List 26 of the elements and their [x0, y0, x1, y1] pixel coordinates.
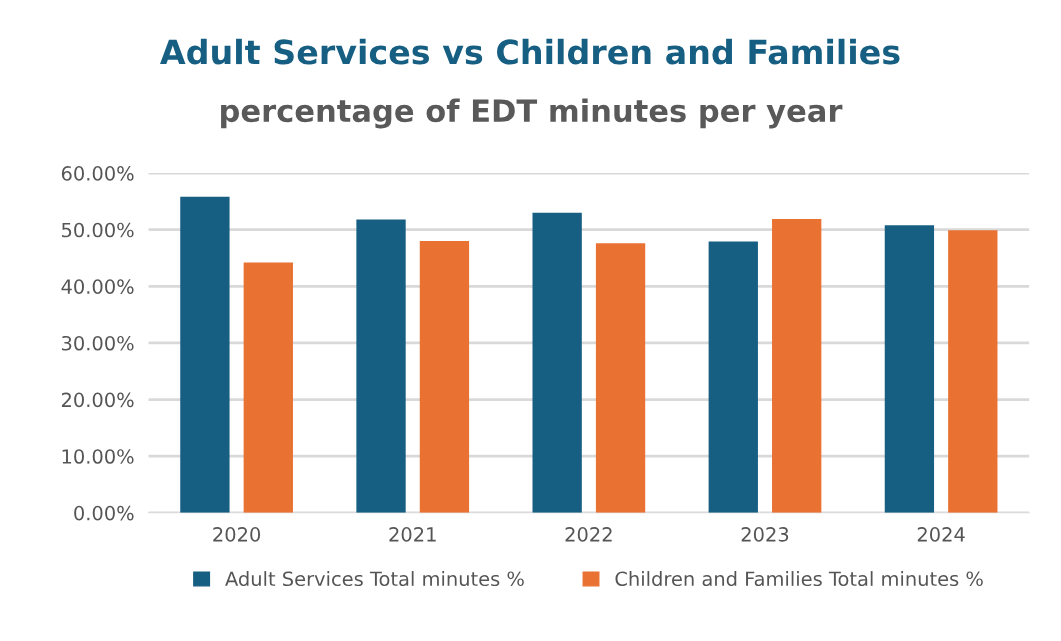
bar	[884, 225, 935, 513]
x-tick-label: 2023	[741, 527, 789, 542]
bar	[419, 241, 470, 513]
x-tick-label: 2024	[917, 527, 965, 542]
bar	[595, 243, 646, 513]
x-tick-label: 2021	[389, 527, 436, 542]
y-tick-label: 50.00%	[62, 222, 134, 238]
chart-subtitle: percentage of EDT minutes per year	[221, 98, 843, 129]
bar	[356, 219, 406, 513]
y-tick-label: 10.00%	[62, 449, 134, 464]
y-tick-label: 20.00%	[61, 392, 134, 408]
bar	[948, 230, 998, 513]
bar	[532, 212, 582, 513]
bar	[243, 262, 293, 513]
y-tick-label: 0.00%	[74, 505, 134, 521]
y-tick-label: 30.00%	[61, 335, 134, 351]
legend-label: Adult Services Total minutes %	[225, 571, 524, 587]
y-tick-label: 40.00%	[61, 279, 134, 294]
bar	[772, 218, 822, 513]
x-tick-label: 2020	[213, 527, 261, 542]
chart-title: Adult Services vs Children and Families	[160, 38, 900, 65]
legend-label: Children and Families Total minutes %	[615, 571, 983, 587]
x-tick-label: 2022	[565, 527, 612, 542]
bar	[708, 241, 758, 513]
y-tick-label: 60.00%	[61, 166, 134, 181]
bar	[180, 196, 230, 513]
